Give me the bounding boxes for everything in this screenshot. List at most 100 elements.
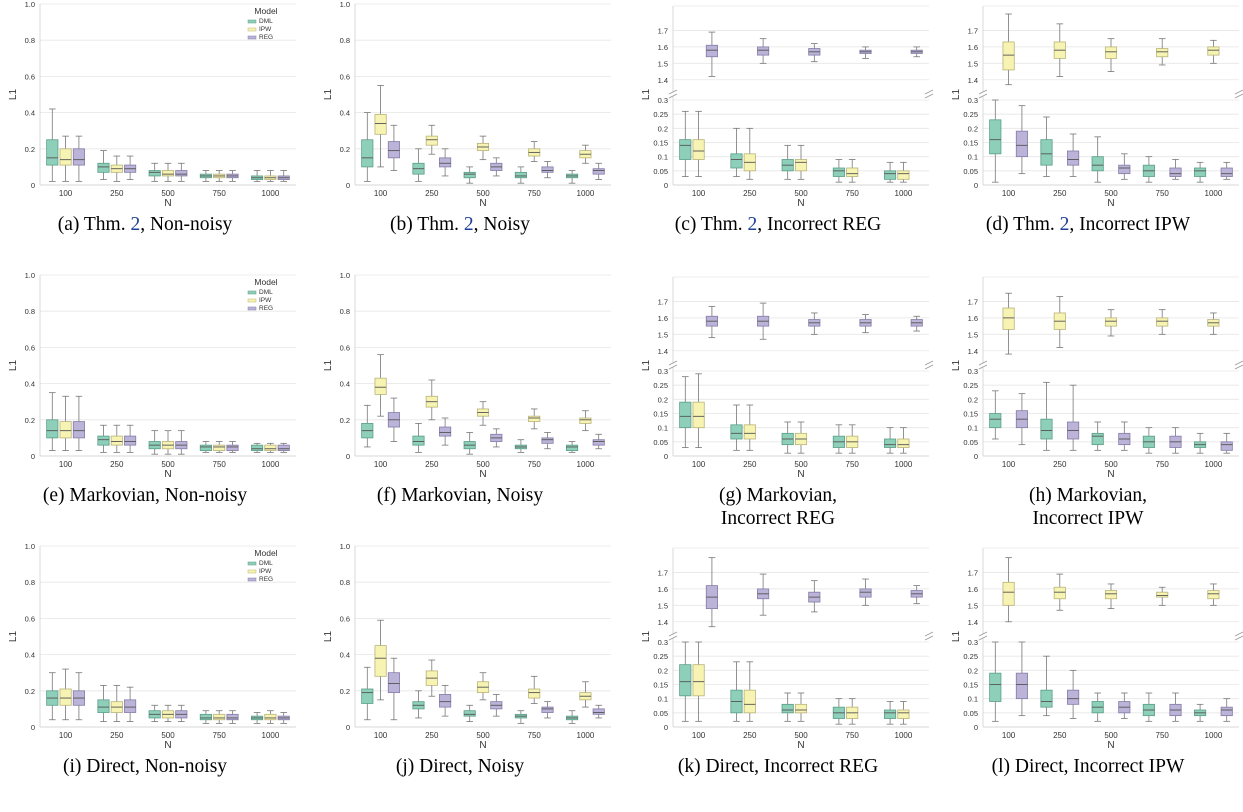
y-axis-label: L1 bbox=[951, 89, 962, 101]
y-axis-label: L1 bbox=[8, 631, 19, 643]
y-tick-label: 0.8 bbox=[25, 36, 35, 45]
legend-label-dml: DML bbox=[259, 18, 273, 25]
y-tick-label: 0.8 bbox=[25, 307, 35, 316]
x-tick-label: 500 bbox=[794, 460, 808, 469]
box-ipw bbox=[528, 415, 541, 423]
series-dml bbox=[46, 108, 264, 182]
caption-text: (c) Thm. bbox=[674, 214, 748, 235]
axis-break-mark bbox=[1234, 635, 1243, 641]
box-dml bbox=[463, 171, 476, 179]
caption-text: (a) Thm. bbox=[57, 214, 131, 235]
x-axis-label: N bbox=[164, 198, 171, 209]
box-reg bbox=[1067, 689, 1080, 705]
y-tick-label: 0.15 bbox=[963, 139, 978, 148]
series-dml bbox=[361, 666, 579, 724]
caption-h: (h) Markovian, Incorrect IPW bbox=[943, 484, 1233, 530]
series-ipw bbox=[1002, 13, 1220, 86]
y-tick-label: 0 bbox=[31, 181, 35, 190]
y-tick-label: 1.5 bbox=[968, 601, 978, 610]
y-tick-label: 0.1 bbox=[658, 424, 668, 433]
box-ipw bbox=[1104, 317, 1118, 327]
series-ipw bbox=[374, 85, 592, 168]
panel-e: L1 N 100 250 500 750 1000 0 0.2 0.4 0.6 0.8 1.0 Model… bbox=[0, 271, 296, 541]
box-reg bbox=[226, 713, 239, 721]
series-dml bbox=[46, 672, 264, 724]
y-tick-label: 1.4 bbox=[658, 347, 668, 356]
axis-break-mark bbox=[1234, 89, 1243, 95]
y-tick-label: 0.1 bbox=[968, 424, 978, 433]
x-tick-label: 250 bbox=[110, 460, 124, 469]
chart-i: L1 N 100 250 500 750 1000 0 0.2 0.4 0.6 0.8 1.0 Model… bbox=[8, 542, 296, 751]
x-axis-label: N bbox=[797, 469, 804, 480]
y-tick-label: 0.05 bbox=[963, 167, 978, 176]
y-tick-label: 0.2 bbox=[968, 124, 978, 133]
box-dml bbox=[361, 139, 374, 168]
y-tick-label: 0.3 bbox=[968, 638, 978, 647]
legend-swatch-ipw bbox=[247, 298, 257, 303]
box-ipw bbox=[59, 148, 72, 166]
box-dml bbox=[97, 699, 110, 713]
y-tick-label: 1.5 bbox=[968, 330, 978, 339]
box-ipw bbox=[579, 417, 592, 424]
y-tick-label: 0.15 bbox=[963, 681, 978, 690]
box-ipw bbox=[1156, 48, 1169, 58]
x-tick-label: 100 bbox=[692, 731, 706, 740]
y-axis-label: L1 bbox=[641, 360, 652, 372]
panel-c: L1 N 100 250 500 750 1000 1.4 1.5 1.6 1.7 0 0.05 0.1 0… bbox=[633, 0, 934, 270]
axis-break-mark bbox=[924, 364, 934, 370]
series-dml bbox=[679, 376, 897, 454]
y-tick-label: 0.3 bbox=[658, 96, 668, 105]
x-tick-label: 750 bbox=[213, 731, 227, 740]
box-ipw bbox=[1053, 586, 1066, 600]
caption-ref[interactable]: 2 bbox=[1059, 214, 1070, 235]
caption-ref[interactable]: 2 bbox=[463, 214, 474, 235]
caption-l: (l) Direct, Incorrect IPW bbox=[943, 755, 1233, 778]
y-tick-label: 0.25 bbox=[963, 381, 978, 390]
box-reg bbox=[541, 166, 554, 173]
axis-break-mark bbox=[668, 89, 678, 95]
box-reg bbox=[1067, 150, 1080, 166]
chart-d: L1 N 100 250 500 750 1000 1.4 1.5 1.6 1.7 0 0.05 0.1 0… bbox=[951, 5, 1243, 209]
axis-break-mark bbox=[1234, 93, 1243, 99]
x-tick-label: 500 bbox=[794, 731, 808, 740]
box-reg bbox=[1015, 672, 1028, 700]
y-tick-label: 1.5 bbox=[658, 59, 668, 68]
y-tick-label: 1.6 bbox=[658, 43, 668, 52]
box-ipw bbox=[897, 170, 910, 180]
box-ipw bbox=[1104, 590, 1118, 600]
series-dml bbox=[361, 404, 579, 455]
axis-break-mark bbox=[668, 635, 678, 641]
x-tick-label: 100 bbox=[1002, 731, 1016, 740]
y-tick-label: 1.0 bbox=[25, 0, 35, 9]
caption-f: (f) Markovian, Noisy bbox=[315, 484, 605, 507]
x-tick-label: 750 bbox=[1156, 460, 1170, 469]
y-tick-label: 0.4 bbox=[25, 380, 35, 389]
series-reg bbox=[705, 557, 923, 628]
box-ipw bbox=[59, 688, 72, 706]
series-ipw bbox=[692, 641, 910, 725]
box-dml bbox=[463, 710, 476, 717]
y-tick-label: 0.6 bbox=[340, 343, 350, 352]
box-reg bbox=[541, 437, 554, 444]
y-tick-label: 0.15 bbox=[653, 681, 668, 690]
y-tick-label: 0.2 bbox=[658, 666, 668, 675]
y-tick-label: 0.4 bbox=[340, 380, 350, 389]
y-tick-label: 0.6 bbox=[340, 72, 350, 81]
box-reg bbox=[1220, 706, 1233, 717]
legend-label-dml: DML bbox=[259, 560, 273, 567]
axis-break-mark bbox=[978, 89, 988, 95]
x-axis-label: N bbox=[1107, 469, 1114, 480]
caption-ref[interactable]: 2 bbox=[130, 214, 141, 235]
box-ipw bbox=[264, 713, 277, 721]
box-reg bbox=[705, 44, 718, 58]
y-tick-label: 0.15 bbox=[653, 139, 668, 148]
box-dml bbox=[832, 167, 845, 177]
x-tick-label: 100 bbox=[692, 460, 706, 469]
y-tick-label: 0.2 bbox=[25, 145, 35, 154]
y-tick-label: 0.8 bbox=[340, 307, 350, 316]
caption-ref[interactable]: 2 bbox=[747, 214, 758, 235]
legend-title: Model bbox=[254, 277, 277, 287]
box-reg bbox=[592, 708, 605, 715]
y-tick-label: 0.05 bbox=[653, 709, 668, 718]
x-tick-label: 1000 bbox=[262, 189, 280, 198]
